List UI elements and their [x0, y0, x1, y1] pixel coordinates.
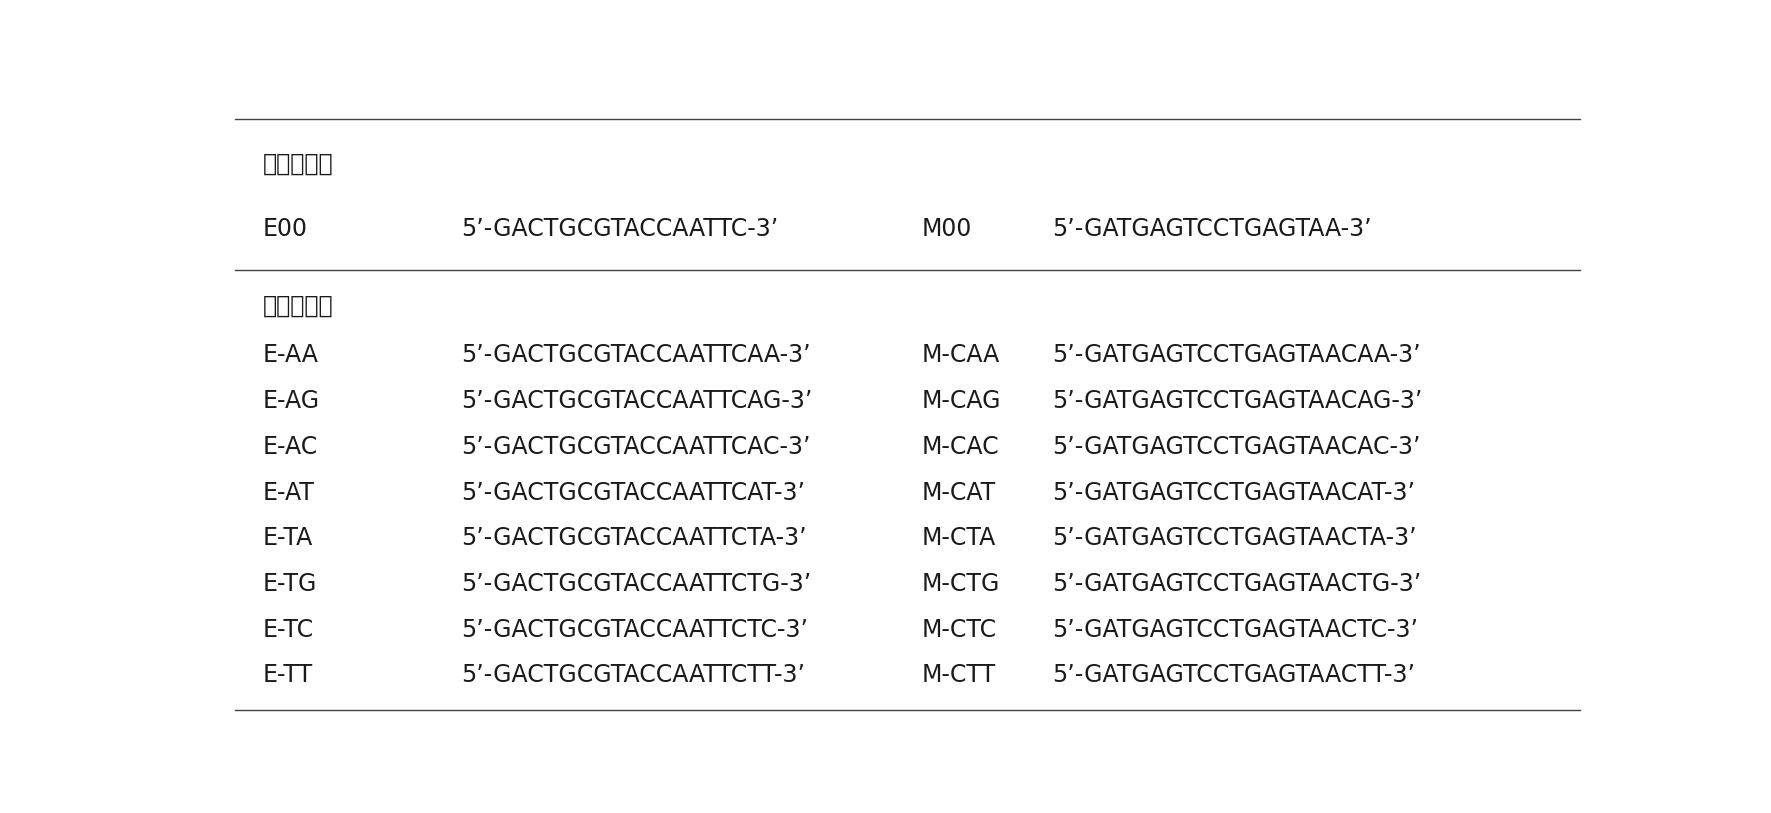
Text: 5’-GATGAGTCCTGAGTAACAC-3’: 5’-GATGAGTCCTGAGTAACAC-3’ [1052, 435, 1420, 459]
Text: 5’-GACTGCGTACCAATTCTG-3’: 5’-GACTGCGTACCAATTCTG-3’ [462, 572, 811, 596]
Text: 5’-GACTGCGTACCAATTCAA-3’: 5’-GACTGCGTACCAATTCAA-3’ [462, 343, 811, 367]
Text: 选择性引物: 选择性引物 [262, 293, 333, 317]
Text: 5’-GATGAGTCCTGAGTAACAG-3’: 5’-GATGAGTCCTGAGTAACAG-3’ [1052, 389, 1422, 413]
Text: M-CAG: M-CAG [921, 389, 1001, 413]
Text: 5’-GATGAGTCCTGAGTAACTT-3’: 5’-GATGAGTCCTGAGTAACTT-3’ [1052, 663, 1415, 687]
Text: 5’-GATGAGTCCTGAGTAACAT-3’: 5’-GATGAGTCCTGAGTAACAT-3’ [1052, 480, 1415, 505]
Text: M-CAA: M-CAA [921, 343, 999, 367]
Text: E-AC: E-AC [262, 435, 317, 459]
Text: 5’-GACTGCGTACCAATTCAT-3’: 5’-GACTGCGTACCAATTCAT-3’ [462, 480, 806, 505]
Text: M-CTT: M-CTT [921, 663, 995, 687]
Text: M-CAT: M-CAT [921, 480, 995, 505]
Text: 5’-GACTGCGTACCAATTCTT-3’: 5’-GACTGCGTACCAATTCTT-3’ [462, 663, 806, 687]
Text: M-CTG: M-CTG [921, 572, 1001, 596]
Text: E00: E00 [262, 217, 308, 241]
Text: 预扩增引物: 预扩增引物 [262, 151, 333, 176]
Text: M-CTA: M-CTA [921, 526, 995, 550]
Text: E-AT: E-AT [262, 480, 315, 505]
Text: E-TG: E-TG [262, 572, 317, 596]
Text: 5’-GACTGCGTACCAATTCTC-3’: 5’-GACTGCGTACCAATTCTC-3’ [462, 618, 809, 641]
Text: 5’-GACTGCGTACCAATTCAG-3’: 5’-GACTGCGTACCAATTCAG-3’ [462, 389, 813, 413]
Text: E-TC: E-TC [262, 618, 313, 641]
Text: 5’-GACTGCGTACCAATTCTA-3’: 5’-GACTGCGTACCAATTCTA-3’ [462, 526, 808, 550]
Text: M-CTC: M-CTC [921, 618, 997, 641]
Text: 5’-GATGAGTCCTGAGTAACTG-3’: 5’-GATGAGTCCTGAGTAACTG-3’ [1052, 572, 1420, 596]
Text: 5’-GACTGCGTACCAATTC-3’: 5’-GACTGCGTACCAATTC-3’ [462, 217, 779, 241]
Text: 5’-GATGAGTCCTGAGTAACTA-3’: 5’-GATGAGTCCTGAGTAACTA-3’ [1052, 526, 1417, 550]
Text: 5’-GATGAGTCCTGAGTAACAA-3’: 5’-GATGAGTCCTGAGTAACAA-3’ [1052, 343, 1420, 367]
Text: 5’-GATGAGTCCTGAGTAACTC-3’: 5’-GATGAGTCCTGAGTAACTC-3’ [1052, 618, 1419, 641]
Text: M-CAC: M-CAC [921, 435, 999, 459]
Text: E-TT: E-TT [262, 663, 313, 687]
Text: 5’-GACTGCGTACCAATTCAC-3’: 5’-GACTGCGTACCAATTCAC-3’ [462, 435, 811, 459]
Text: M00: M00 [921, 217, 972, 241]
Text: E-AA: E-AA [262, 343, 319, 367]
Text: E-AG: E-AG [262, 389, 321, 413]
Text: E-TA: E-TA [262, 526, 313, 550]
Text: 5’-GATGAGTCCTGAGTAA-3’: 5’-GATGAGTCCTGAGTAA-3’ [1052, 217, 1371, 241]
